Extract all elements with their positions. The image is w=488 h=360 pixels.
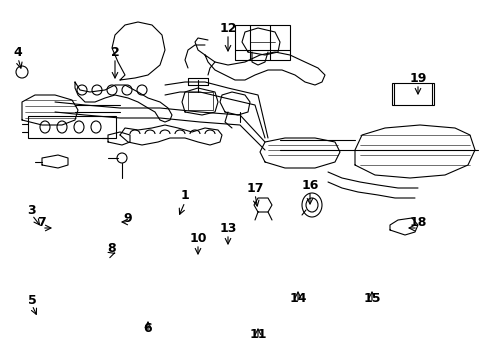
Text: 2: 2 — [110, 45, 119, 59]
Text: 10: 10 — [189, 231, 206, 244]
Text: 6: 6 — [143, 321, 152, 334]
Bar — [235, 25, 289, 60]
Text: 13: 13 — [219, 221, 236, 234]
Text: 18: 18 — [408, 216, 426, 229]
Text: 15: 15 — [363, 292, 380, 305]
Text: 12: 12 — [219, 22, 236, 35]
Text: 19: 19 — [408, 72, 426, 85]
Text: 9: 9 — [123, 212, 132, 225]
Bar — [391, 83, 433, 105]
Bar — [28, 116, 116, 138]
Text: 7: 7 — [38, 216, 46, 229]
Text: 16: 16 — [301, 179, 318, 192]
Text: 4: 4 — [14, 45, 22, 59]
Text: 14: 14 — [289, 292, 306, 305]
Text: 5: 5 — [27, 293, 36, 306]
Text: 1: 1 — [180, 189, 189, 202]
Text: 17: 17 — [246, 181, 263, 194]
Text: 8: 8 — [107, 242, 116, 255]
Text: 11: 11 — [249, 328, 266, 342]
Bar — [187, 92, 213, 110]
Text: 3: 3 — [28, 203, 36, 216]
